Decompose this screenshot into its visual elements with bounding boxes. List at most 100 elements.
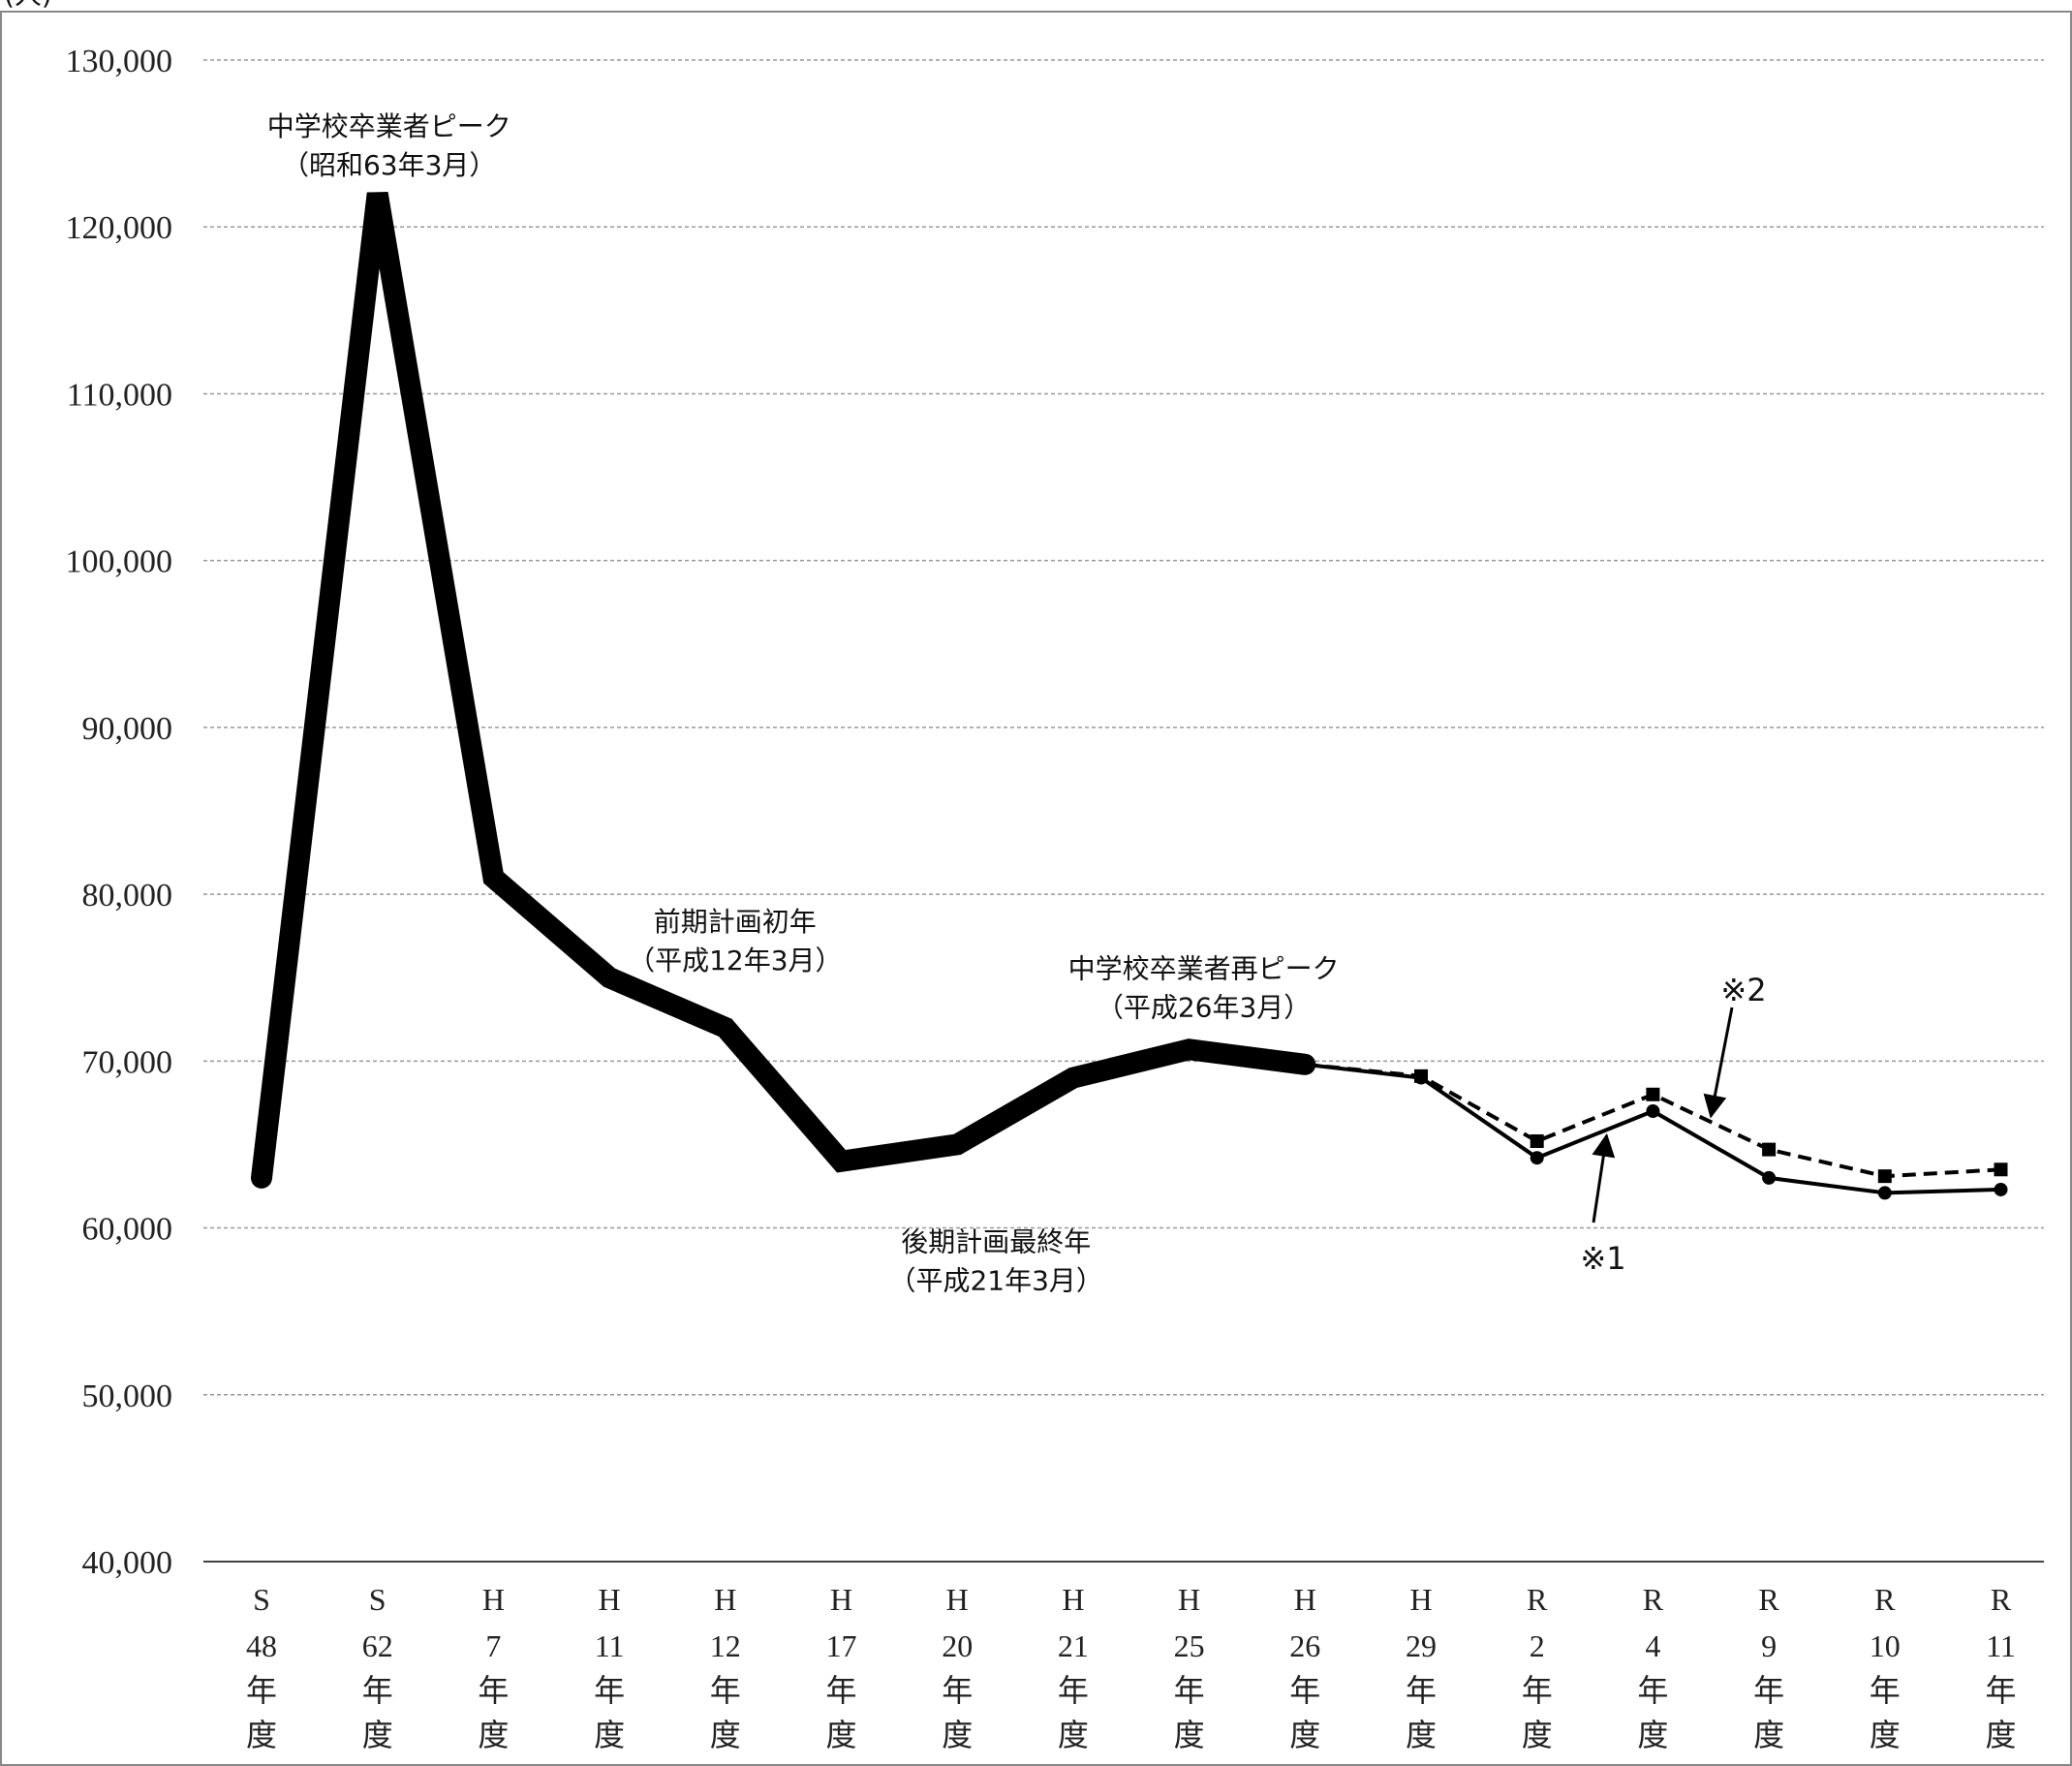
x-tick-label: H 26 年度 bbox=[1289, 1582, 1320, 1752]
series-mark: ※1 bbox=[1580, 1132, 1626, 1277]
x-tick-label: H 17 年度 bbox=[825, 1582, 856, 1752]
y-tick-label: 50,000 bbox=[82, 1379, 173, 1414]
x-tick-label-line: R bbox=[1874, 1582, 1896, 1617]
x-tick-label-line: 4 bbox=[1645, 1628, 1660, 1663]
series-thick-solid bbox=[251, 191, 1316, 1189]
x-tick-label-line: 17 bbox=[826, 1628, 857, 1663]
x-tick-label: R 10 年度 bbox=[1870, 1582, 1901, 1752]
x-tick-label-line: 度 bbox=[478, 1718, 509, 1752]
data-point bbox=[1646, 1104, 1660, 1118]
x-tick-label: R 11 年度 bbox=[1985, 1582, 2016, 1752]
data-point bbox=[1994, 1162, 2008, 1177]
x-tick-label-line: H bbox=[946, 1582, 969, 1617]
y-tick-label: 60,000 bbox=[82, 1212, 173, 1248]
x-tick-label-line: 度 bbox=[710, 1718, 741, 1752]
x-tick-label-line: 年 bbox=[1753, 1673, 1784, 1708]
x-tick-label-line: 度 bbox=[594, 1718, 625, 1752]
x-axis: S48年度S62年度H7年度H11年度H12年度H17年度H20年度H21年度H… bbox=[246, 1582, 2017, 1752]
annotation-date: （平成12年3月） bbox=[628, 945, 842, 976]
x-tick-label-line: 年 bbox=[1522, 1673, 1553, 1708]
data-point bbox=[1646, 1087, 1660, 1101]
x-tick-label-line: 年 bbox=[710, 1673, 741, 1708]
x-tick-label-line: 20 bbox=[942, 1628, 973, 1663]
x-tick-label-line: 年 bbox=[1289, 1673, 1320, 1708]
x-tick-label-line: R bbox=[1758, 1582, 1779, 1617]
x-tick-label-line: H bbox=[599, 1582, 621, 1617]
annotation: 中学校卒業者再ピーク （平成26年3月） bbox=[1068, 952, 1340, 1023]
data-point bbox=[1530, 1134, 1544, 1148]
x-tick-label-line: S bbox=[253, 1582, 270, 1617]
annotations: 中学校卒業者ピーク （昭和63年3月） 前期計画初年 （平成12年3月） 後期計画最終年… bbox=[267, 110, 1340, 1297]
y-tick-label: 70,000 bbox=[82, 1044, 173, 1080]
x-tick-label-line: 62 bbox=[362, 1628, 393, 1663]
x-tick-label: H 12 年度 bbox=[710, 1582, 741, 1752]
x-tick-label: H 29 年度 bbox=[1406, 1582, 1437, 1752]
x-tick-label-line: 度 bbox=[825, 1718, 856, 1752]
annotation-date: （昭和63年3月） bbox=[282, 149, 496, 181]
annotation-date: （平成26年3月） bbox=[1097, 991, 1311, 1023]
data-point bbox=[1877, 1186, 1892, 1200]
x-tick-label-line: 年 bbox=[1985, 1673, 2016, 1708]
x-tick-label-line: H bbox=[714, 1582, 736, 1617]
x-tick-label-line: 年 bbox=[1406, 1673, 1437, 1708]
x-tick-label-line: 度 bbox=[1522, 1718, 1553, 1752]
y-tick-label: 80,000 bbox=[82, 878, 173, 914]
x-tick-label-line: S bbox=[369, 1582, 387, 1617]
y-tick-label: 130,000 bbox=[66, 44, 173, 79]
series-line bbox=[1305, 1062, 2001, 1195]
x-tick-label-line: 11 bbox=[1986, 1628, 2016, 1663]
x-tick-label-line: 年 bbox=[362, 1673, 393, 1708]
x-tick-label: R 4 年度 bbox=[1637, 1582, 1668, 1752]
data-point bbox=[1762, 1142, 1777, 1157]
y-tick-label: 120,000 bbox=[66, 210, 173, 246]
series-solid-circle bbox=[1305, 1062, 2008, 1200]
x-tick-label-line: H bbox=[830, 1582, 852, 1617]
x-tick-label-line: 年 bbox=[1637, 1673, 1668, 1708]
x-tick-label-line: 年 bbox=[942, 1673, 973, 1708]
data-point bbox=[1877, 1169, 1892, 1184]
annotation: 前期計画初年 （平成12年3月） bbox=[628, 906, 842, 976]
series-marks: ※1 ※2 bbox=[1580, 972, 1766, 1277]
x-tick-label-line: 度 bbox=[1174, 1718, 1205, 1752]
y-tick-label: 90,000 bbox=[82, 711, 173, 747]
y-axis: 40,000 50,000 60,000 70,000 80,000 90,000 100,… bbox=[66, 44, 173, 1581]
data-point bbox=[1994, 1182, 2008, 1196]
x-tick-label: H 21 年度 bbox=[1058, 1582, 1089, 1752]
x-tick-label-line: 2 bbox=[1530, 1628, 1545, 1663]
x-tick-label-line: 度 bbox=[1289, 1718, 1320, 1752]
annotation-date: （平成21年3月） bbox=[888, 1264, 1102, 1296]
x-tick-label-line: 7 bbox=[485, 1628, 501, 1663]
x-tick-label: H 11 年度 bbox=[594, 1582, 625, 1752]
annotation-title: 前期計画初年 bbox=[654, 906, 817, 938]
x-tick-label-line: 48 bbox=[246, 1628, 277, 1663]
x-tick-label-line: 年 bbox=[1870, 1673, 1901, 1708]
x-tick-label-line: H bbox=[1062, 1582, 1084, 1617]
data-point bbox=[1414, 1069, 1428, 1083]
x-tick-label-line: 26 bbox=[1289, 1628, 1320, 1663]
annotation-title: 後期計画最終年 bbox=[901, 1225, 1091, 1257]
x-tick-label-line: 10 bbox=[1870, 1628, 1901, 1663]
annotation: 中学校卒業者ピーク （昭和63年3月） bbox=[267, 110, 511, 181]
x-tick-label: H 20 年度 bbox=[942, 1582, 973, 1752]
x-tick-label-line: R bbox=[1527, 1582, 1548, 1617]
x-tick-label-line: 年 bbox=[594, 1673, 625, 1708]
x-tick-label-line: H bbox=[1294, 1582, 1316, 1617]
x-tick-label-line: H bbox=[1178, 1582, 1200, 1617]
x-tick-label: R 9 年度 bbox=[1753, 1582, 1784, 1752]
x-tick-label: R 2 年度 bbox=[1522, 1582, 1553, 1752]
mark-arrow bbox=[1592, 1132, 1616, 1224]
x-tick-label-line: 度 bbox=[1985, 1718, 2016, 1752]
x-tick-label-line: 年 bbox=[1058, 1673, 1089, 1708]
x-tick-label: S 48 年度 bbox=[246, 1582, 277, 1752]
x-tick-label-line: R bbox=[1643, 1582, 1664, 1617]
series-dashed-square bbox=[1305, 1062, 2008, 1184]
series-line bbox=[251, 191, 1316, 1189]
x-tick-label: H 7 年度 bbox=[478, 1582, 509, 1752]
y-tick-label: 100,000 bbox=[66, 544, 173, 580]
series-line bbox=[1305, 1062, 2001, 1179]
x-tick-label-line: H bbox=[482, 1582, 505, 1617]
x-tick-label-line: 11 bbox=[595, 1628, 625, 1663]
y-tick-label: 40,000 bbox=[82, 1545, 173, 1581]
x-tick-label-line: 年 bbox=[478, 1673, 509, 1708]
